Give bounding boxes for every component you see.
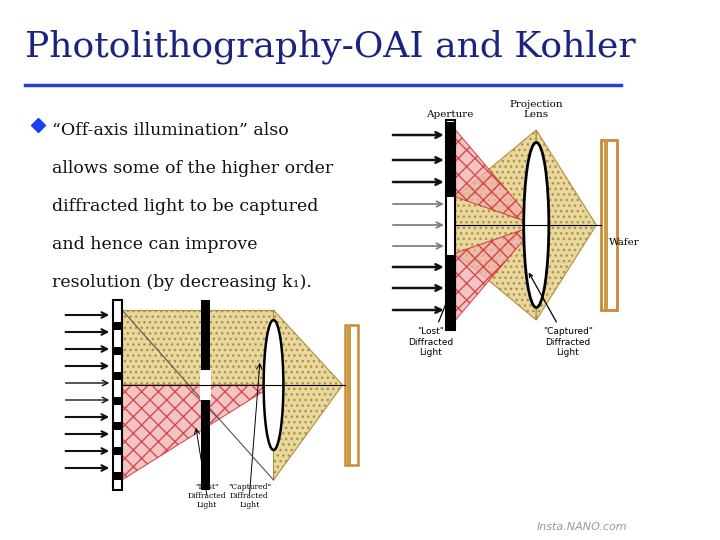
Text: Photolithography-OAI and Kohler: Photolithography-OAI and Kohler bbox=[25, 30, 636, 64]
Text: Projection
Lens: Projection Lens bbox=[510, 99, 563, 119]
Bar bbox=[112, 422, 123, 430]
Bar bbox=[600, 140, 617, 310]
Polygon shape bbox=[122, 310, 274, 385]
Text: Aperture: Aperture bbox=[426, 110, 474, 119]
Text: "Captured"
Diffracted
Light: "Captured" Diffracted Light bbox=[529, 274, 593, 357]
Polygon shape bbox=[456, 130, 536, 320]
Bar bbox=[112, 322, 123, 330]
Bar bbox=[445, 122, 456, 197]
Polygon shape bbox=[456, 130, 536, 225]
Bar bbox=[200, 370, 211, 400]
Text: “Off-axis illumination” also: “Off-axis illumination” also bbox=[52, 122, 289, 139]
Text: Insta.NANO.com: Insta.NANO.com bbox=[537, 522, 628, 532]
Bar bbox=[112, 372, 123, 380]
Ellipse shape bbox=[264, 320, 284, 450]
Bar bbox=[112, 447, 123, 455]
Text: resolution (by decreasing k₁).: resolution (by decreasing k₁). bbox=[52, 274, 312, 291]
Text: "Lost"
Diffracted
Light: "Lost" Diffracted Light bbox=[188, 483, 227, 509]
Text: and hence can improve: and hence can improve bbox=[52, 236, 258, 253]
Bar bbox=[603, 140, 608, 310]
Text: diffracted light to be captured: diffracted light to be captured bbox=[52, 198, 318, 215]
Ellipse shape bbox=[523, 143, 549, 307]
Text: "Lost"
Diffracted
Light: "Lost" Diffracted Light bbox=[408, 284, 454, 357]
Polygon shape bbox=[536, 130, 596, 320]
Bar bbox=[201, 300, 210, 490]
Bar bbox=[446, 120, 454, 330]
Polygon shape bbox=[456, 225, 536, 320]
Bar bbox=[445, 255, 456, 330]
Bar bbox=[112, 347, 123, 355]
Polygon shape bbox=[274, 310, 343, 480]
Bar bbox=[112, 397, 123, 405]
Text: allows some of the higher order: allows some of the higher order bbox=[52, 160, 333, 177]
Bar bbox=[112, 472, 123, 480]
Text: "Captured"
Diffracted
Light: "Captured" Diffracted Light bbox=[228, 483, 271, 509]
Bar bbox=[347, 325, 351, 465]
Bar bbox=[113, 300, 122, 490]
Bar bbox=[346, 325, 358, 465]
Polygon shape bbox=[122, 385, 274, 480]
Text: Wafer: Wafer bbox=[609, 238, 639, 247]
